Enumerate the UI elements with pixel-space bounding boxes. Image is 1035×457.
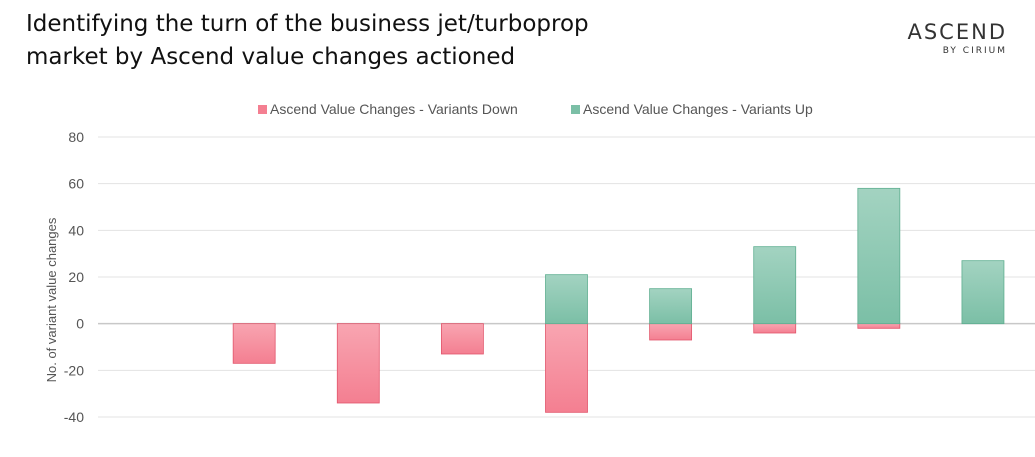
bar-variants-up [545, 274, 588, 325]
bar-variants-up [753, 246, 797, 325]
legend: Ascend Value Changes - Variants Down Asce… [258, 101, 813, 117]
legend-swatch-up [571, 105, 580, 114]
bar-variants-down [649, 323, 693, 341]
y-tick-label: -40 [64, 409, 84, 425]
logo-main-text: ASCEND [907, 20, 1007, 44]
legend-swatch-down [258, 105, 267, 114]
bar-variants-down [232, 323, 276, 364]
bar-variants-down [336, 323, 380, 404]
bar-variants-up [857, 187, 901, 325]
bar-variants-down [753, 323, 797, 334]
y-tick-label: 80 [68, 129, 84, 145]
chart-title-line-1: Identifying the turn of the business jet… [26, 11, 589, 37]
bar-variants-down [545, 323, 588, 413]
y-tick-label: 20 [68, 269, 84, 285]
y-axis-ticks: 80 60 40 20 0 -20 -40 [64, 129, 84, 425]
ascend-logo: ASCEND BY CIRIUM [907, 20, 1007, 57]
bar-variants-down [440, 323, 484, 355]
y-tick-label: 40 [68, 222, 84, 238]
chart-title-line-2: market by Ascend value changes actioned [26, 44, 516, 70]
y-tick-label: -20 [64, 362, 84, 378]
bars [232, 187, 1005, 413]
y-tick-label: 0 [76, 316, 84, 332]
legend-label-down: Ascend Value Changes - Variants Down [270, 101, 518, 117]
logo-sub-text: BY CIRIUM [942, 46, 1007, 56]
bar-variants-up [961, 260, 1005, 325]
legend-label-up: Ascend Value Changes - Variants Up [583, 101, 813, 117]
bar-variants-up [649, 288, 693, 325]
y-tick-label: 60 [68, 176, 84, 192]
chart-title: Identifying the turn of the business jet… [26, 8, 666, 74]
y-axis-label: No. of variant value changes [44, 217, 59, 382]
bar-variants-down [857, 323, 901, 329]
